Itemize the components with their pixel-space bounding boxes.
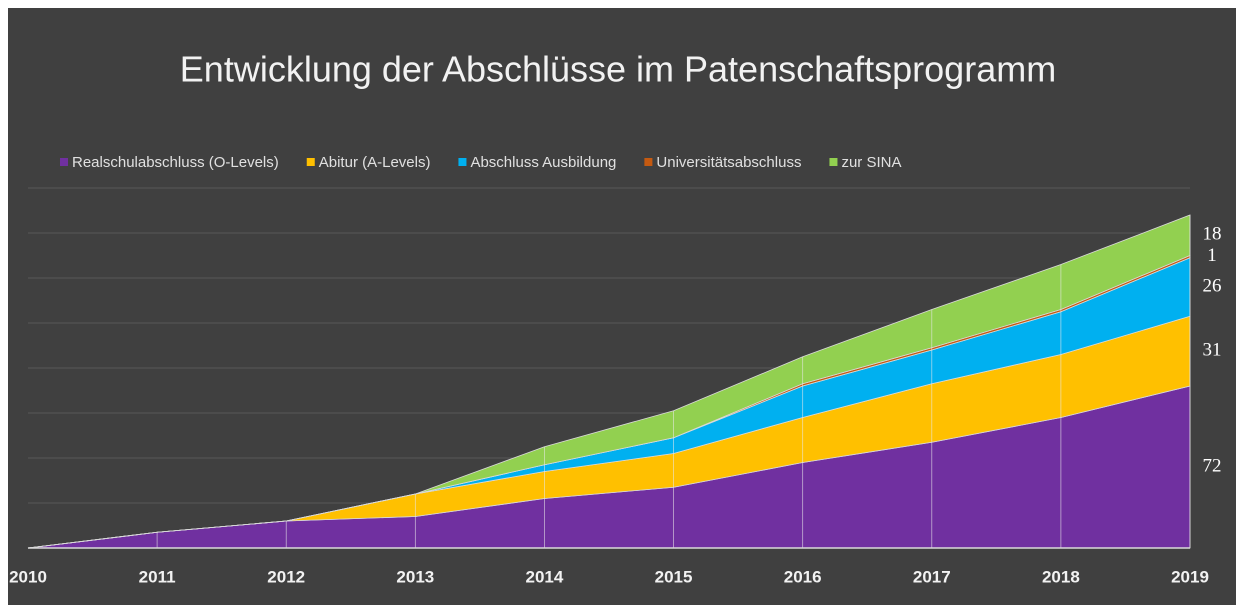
legend-label: Abitur (A-Levels) bbox=[319, 154, 431, 171]
data-label: 1 bbox=[1207, 245, 1217, 266]
legend-swatch bbox=[306, 158, 315, 166]
x-tick-label: 2018 bbox=[1042, 567, 1080, 586]
x-tick-label: 2015 bbox=[655, 567, 693, 586]
legend-swatch bbox=[458, 158, 467, 166]
data-label: 18 bbox=[1203, 224, 1222, 245]
x-tick-label: 2014 bbox=[526, 567, 564, 586]
legend-swatch bbox=[644, 158, 653, 166]
legend-swatch bbox=[60, 158, 68, 166]
legend-label: zur SINA bbox=[841, 154, 901, 171]
x-tick-label: 2016 bbox=[784, 567, 822, 586]
data-label: 31 bbox=[1203, 339, 1222, 360]
legend-label: Universitätsabschluss bbox=[656, 154, 801, 171]
chart-title: Entwicklung der Abschlüsse im Patenschaf… bbox=[180, 49, 1056, 90]
x-tick-label: 2017 bbox=[913, 567, 951, 586]
x-tick-label: 2010 bbox=[9, 567, 47, 586]
legend-swatch bbox=[829, 158, 838, 166]
data-label: 72 bbox=[1203, 455, 1222, 476]
legend-label: Abschluss Ausbildung bbox=[470, 154, 616, 171]
x-tick-label: 2019 bbox=[1171, 567, 1209, 586]
legend-label: Realschulabschluss (O-Levels) bbox=[72, 154, 279, 171]
data-label: 26 bbox=[1203, 275, 1222, 296]
x-tick-label: 2011 bbox=[139, 567, 176, 586]
x-tick-label: 2013 bbox=[396, 567, 434, 586]
x-tick-label: 2012 bbox=[267, 567, 305, 586]
